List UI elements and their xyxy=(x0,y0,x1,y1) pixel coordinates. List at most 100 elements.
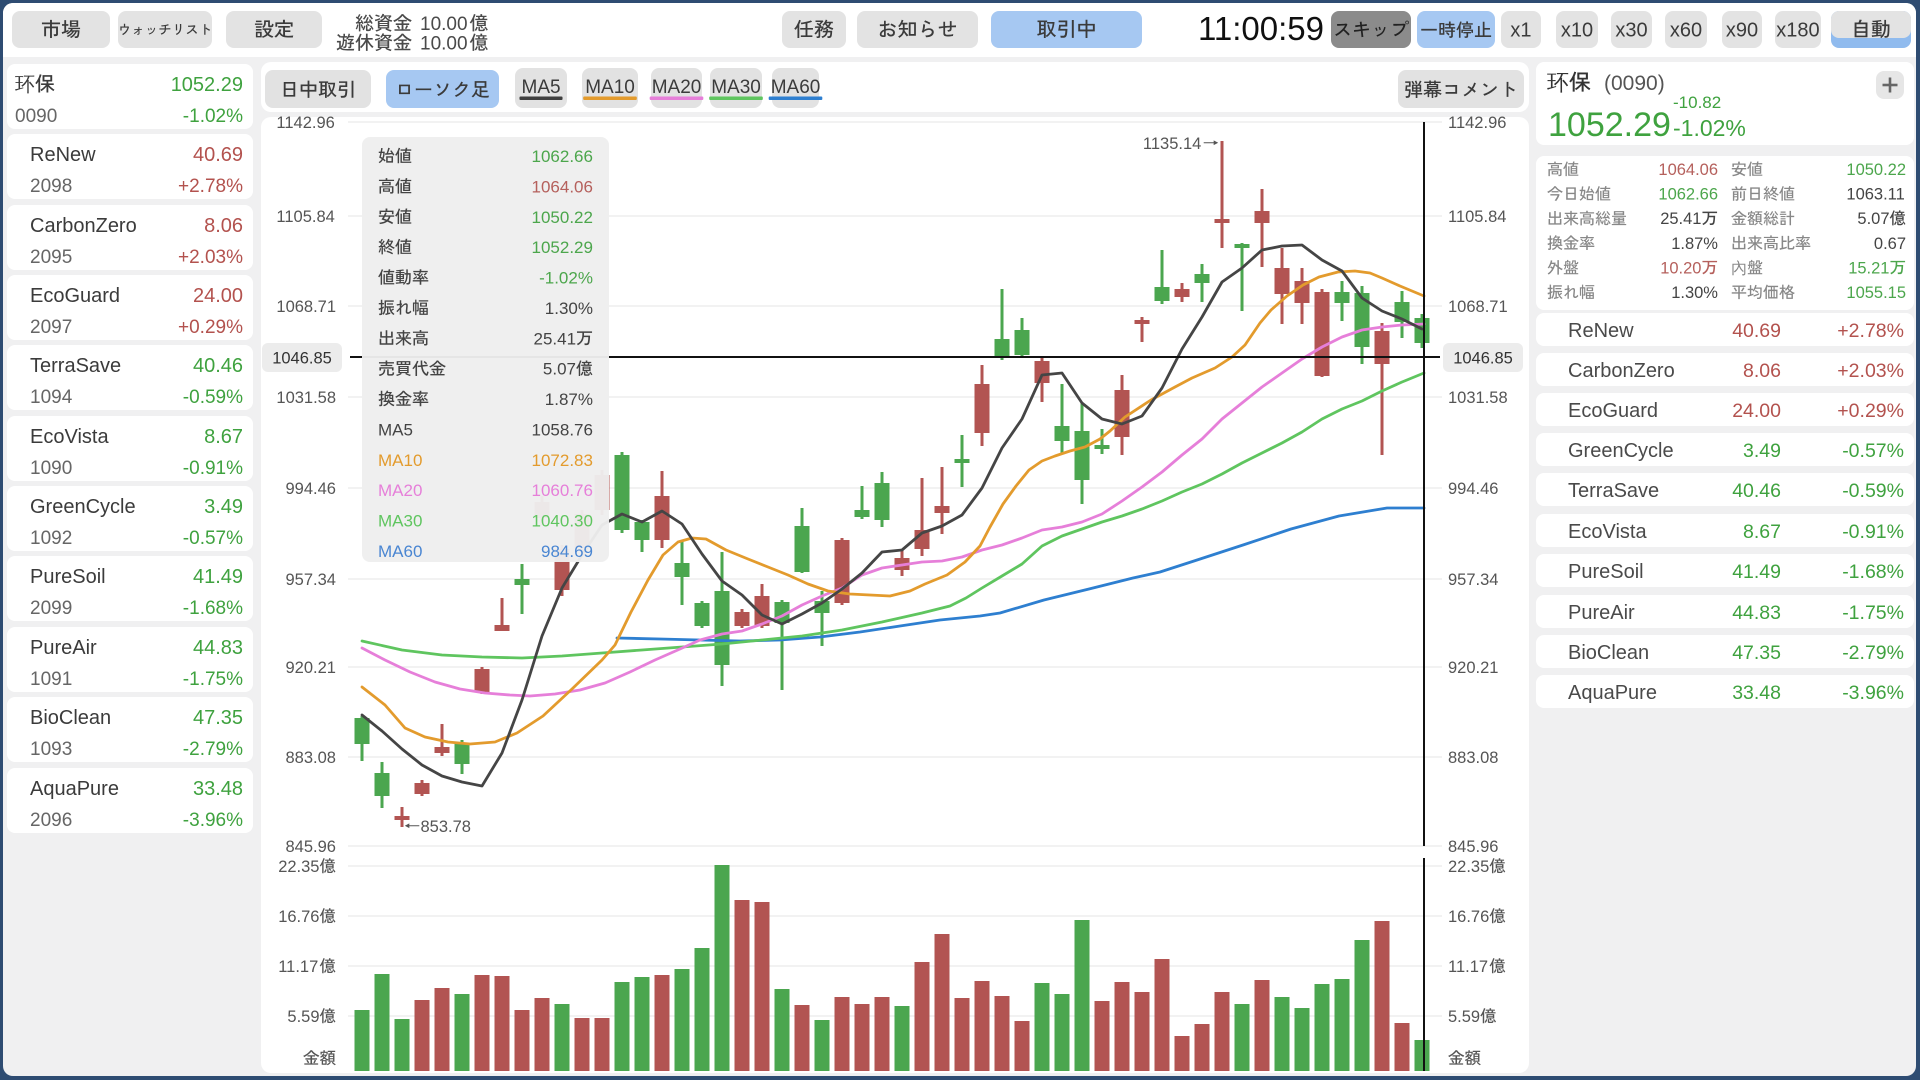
svg-text:16.76: 16.76 xyxy=(1448,908,1489,926)
svg-text:3.49: 3.49 xyxy=(204,496,243,518)
svg-text:5.07: 5.07 xyxy=(543,360,576,379)
svg-text:25.41: 25.41 xyxy=(534,329,577,348)
svg-text:1105.84: 1105.84 xyxy=(1448,208,1506,226)
svg-text:-1.02%: -1.02% xyxy=(1673,115,1746,141)
svg-text:CarbonZero: CarbonZero xyxy=(1568,360,1675,382)
svg-text:-1.02%: -1.02% xyxy=(183,106,243,127)
svg-text:1.87%: 1.87% xyxy=(1671,235,1718,253)
svg-text:x10: x10 xyxy=(1561,20,1593,42)
svg-text:-1.75%: -1.75% xyxy=(183,669,243,690)
svg-text:TerraSave: TerraSave xyxy=(1568,480,1659,502)
svg-text:-2.79%: -2.79% xyxy=(1842,642,1904,664)
svg-text:8.67: 8.67 xyxy=(204,426,243,448)
svg-text:AquaPure: AquaPure xyxy=(1568,682,1657,704)
svg-text:-0.57%: -0.57% xyxy=(183,528,243,549)
svg-text:47.35: 47.35 xyxy=(193,707,243,729)
svg-text:994.46: 994.46 xyxy=(1448,480,1498,498)
svg-text:0.67: 0.67 xyxy=(1874,235,1906,253)
svg-text:845.96: 845.96 xyxy=(1448,838,1498,856)
svg-text:-1.68%: -1.68% xyxy=(1842,561,1904,583)
svg-text:1064.06: 1064.06 xyxy=(532,177,593,196)
svg-text:1031.58: 1031.58 xyxy=(1448,389,1508,407)
svg-text:853.78: 853.78 xyxy=(421,818,471,836)
svg-text:EcoGuard: EcoGuard xyxy=(1568,400,1658,422)
svg-text:1064.06: 1064.06 xyxy=(1658,161,1718,179)
svg-text:x1: x1 xyxy=(1510,20,1531,42)
svg-text:11.17: 11.17 xyxy=(1448,958,1488,976)
svg-text:25.41: 25.41 xyxy=(1660,210,1701,228)
svg-text:1072.83: 1072.83 xyxy=(532,451,593,470)
svg-text:x180: x180 xyxy=(1776,20,1819,42)
svg-text:40.69: 40.69 xyxy=(193,144,243,166)
svg-text:MA10: MA10 xyxy=(585,77,635,98)
svg-text:1055.15: 1055.15 xyxy=(1846,284,1906,302)
svg-text:1040.30: 1040.30 xyxy=(532,512,593,531)
svg-text:1050.22: 1050.22 xyxy=(1846,161,1906,179)
svg-text:MA30: MA30 xyxy=(711,77,761,98)
svg-text:41.49: 41.49 xyxy=(193,566,243,588)
svg-text:1.30%: 1.30% xyxy=(1671,284,1718,302)
svg-text:24.00: 24.00 xyxy=(1732,400,1781,422)
svg-text:1058.76: 1058.76 xyxy=(532,420,593,439)
svg-text:957.34: 957.34 xyxy=(1448,571,1498,589)
svg-text:-1.02%: -1.02% xyxy=(539,269,593,288)
svg-text:2096: 2096 xyxy=(30,810,72,831)
svg-text:x90: x90 xyxy=(1726,20,1758,42)
svg-text:PureSoil: PureSoil xyxy=(1568,561,1644,583)
svg-text:22.35: 22.35 xyxy=(1448,858,1489,876)
svg-text:-2.79%: -2.79% xyxy=(183,739,243,760)
svg-text:MA30: MA30 xyxy=(378,512,422,531)
svg-text:33.48: 33.48 xyxy=(1732,682,1781,704)
svg-text:+0.29%: +0.29% xyxy=(178,317,243,338)
svg-text:957.34: 957.34 xyxy=(286,571,336,589)
svg-text:10.20: 10.20 xyxy=(1660,259,1701,277)
svg-text:883.08: 883.08 xyxy=(286,749,336,767)
svg-text:BioClean: BioClean xyxy=(1568,642,1649,664)
svg-text:-1.75%: -1.75% xyxy=(1842,602,1904,624)
svg-text:-0.91%: -0.91% xyxy=(1842,521,1904,543)
svg-text:x30: x30 xyxy=(1615,20,1647,42)
svg-text:40.69: 40.69 xyxy=(1732,320,1781,342)
svg-text:920.21: 920.21 xyxy=(1448,659,1498,677)
svg-text:0090: 0090 xyxy=(15,106,57,127)
svg-text:47.35: 47.35 xyxy=(1732,642,1781,664)
svg-text:1092: 1092 xyxy=(30,528,72,549)
svg-text:883.08: 883.08 xyxy=(1448,749,1498,767)
svg-text:+0.29%: +0.29% xyxy=(1837,400,1904,422)
svg-text:+2.03%: +2.03% xyxy=(1837,360,1904,382)
svg-text:2099: 2099 xyxy=(30,598,72,619)
svg-text:1135.14: 1135.14 xyxy=(1143,135,1201,153)
svg-text:ReNew: ReNew xyxy=(30,144,96,166)
svg-text:984.69: 984.69 xyxy=(541,542,593,561)
svg-text:+2.03%: +2.03% xyxy=(178,247,243,268)
svg-text:-0.91%: -0.91% xyxy=(183,458,243,479)
svg-text:22.35: 22.35 xyxy=(278,858,319,876)
svg-text:1062.66: 1062.66 xyxy=(532,147,593,166)
svg-text:3.49: 3.49 xyxy=(1743,440,1781,462)
svg-text:MA20: MA20 xyxy=(378,481,422,500)
svg-text:920.21: 920.21 xyxy=(286,659,336,677)
svg-text:AquaPure: AquaPure xyxy=(30,778,119,800)
svg-text:-10.82: -10.82 xyxy=(1673,93,1721,112)
svg-text:1093: 1093 xyxy=(30,739,72,760)
svg-text:2097: 2097 xyxy=(30,317,72,338)
svg-text:MA60: MA60 xyxy=(771,77,821,98)
svg-text:1031.58: 1031.58 xyxy=(276,389,336,407)
svg-text:5.59: 5.59 xyxy=(1448,1008,1480,1026)
svg-text:(0090): (0090) xyxy=(1604,72,1665,95)
svg-text:MA5: MA5 xyxy=(522,77,561,98)
svg-text:1142.96: 1142.96 xyxy=(276,114,334,132)
svg-text:+2.78%: +2.78% xyxy=(1837,320,1904,342)
svg-text:11.17: 11.17 xyxy=(278,958,318,976)
svg-text:1090: 1090 xyxy=(30,458,72,479)
svg-text:10.00: 10.00 xyxy=(420,14,468,35)
svg-text:MA5: MA5 xyxy=(378,420,413,439)
svg-text:41.49: 41.49 xyxy=(1732,561,1781,583)
svg-text:845.96: 845.96 xyxy=(286,838,336,856)
svg-text:PureSoil: PureSoil xyxy=(30,566,106,588)
svg-text:1068.71: 1068.71 xyxy=(276,298,336,316)
svg-text:MA10: MA10 xyxy=(378,451,422,470)
svg-text:2098: 2098 xyxy=(30,176,72,197)
svg-text:BioClean: BioClean xyxy=(30,707,111,729)
svg-text:24.00: 24.00 xyxy=(193,285,243,307)
